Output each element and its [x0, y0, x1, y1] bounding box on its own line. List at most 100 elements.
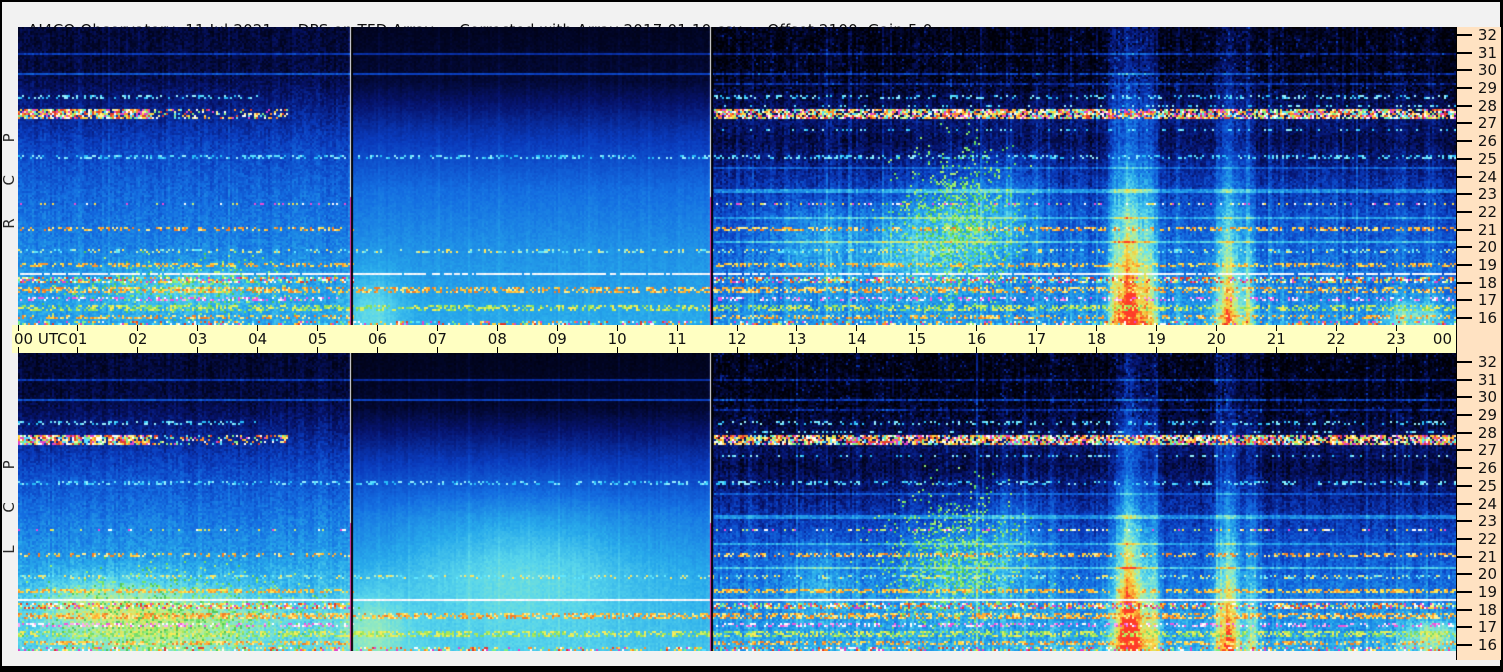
- time-tick-bottom: [916, 347, 918, 353]
- time-tick-top: [616, 325, 618, 331]
- frequency-tick: [1457, 449, 1472, 452]
- frequency-tick-label: 30: [1477, 388, 1497, 407]
- frequency-tick-label: 24: [1477, 494, 1497, 513]
- frequency-tick: [1457, 263, 1472, 266]
- time-tick-top: [496, 325, 498, 331]
- frequency-tick-label: 27: [1477, 114, 1497, 133]
- rcp-polarization-label: R C P: [0, 125, 18, 229]
- frequency-tick-label: 27: [1477, 441, 1497, 460]
- time-hour-label: 08: [487, 330, 507, 348]
- frequency-tick-label: 18: [1477, 273, 1497, 292]
- frequency-tick: [1457, 34, 1472, 36]
- frequency-tick: [1457, 590, 1472, 593]
- frequency-tick: [1457, 537, 1472, 540]
- time-tick-bottom: [1275, 347, 1277, 353]
- time-tick-bottom: [197, 347, 199, 353]
- time-tick-bottom: [77, 347, 79, 353]
- time-tick-bottom: [1036, 347, 1038, 353]
- time-tick-bottom: [137, 347, 139, 353]
- frequency-tick-label: 23: [1477, 512, 1497, 531]
- time-tick-bottom: [676, 347, 678, 353]
- time-tick-bottom: [17, 347, 19, 353]
- time-hour-label: 04: [248, 330, 268, 348]
- time-hour-label: 06: [367, 330, 388, 348]
- time-hour-label: 23: [1386, 330, 1406, 348]
- frequency-tick-label: 16: [1477, 309, 1497, 327]
- time-hour-label: 21: [1266, 330, 1286, 348]
- time-axis-band: [12, 325, 1456, 353]
- time-tick-bottom: [436, 347, 438, 353]
- frequency-tick-label: 19: [1477, 582, 1497, 601]
- time-start-label: 00 UTC: [14, 330, 68, 348]
- frequency-tick-label: 26: [1477, 132, 1497, 151]
- time-tick-top: [976, 325, 978, 331]
- frequency-tick-label: 23: [1477, 185, 1497, 204]
- time-hour-label: 18: [1086, 330, 1107, 348]
- frequency-tick: [1457, 555, 1472, 558]
- frequency-tick-label: 25: [1477, 476, 1497, 495]
- time-axis: 00 UTC 01 02 03 04 05 06 07 08 09 10 11 12 13 14 15 16 17…: [12, 325, 1500, 353]
- time-tick-top: [77, 325, 79, 331]
- time-tick-bottom: [556, 347, 558, 353]
- frequency-tick: [1457, 608, 1472, 611]
- time-tick-top: [1275, 325, 1277, 331]
- time-tick-top: [137, 325, 139, 331]
- frequency-tick: [1457, 467, 1472, 470]
- time-tick-bottom: [257, 347, 259, 353]
- time-hour-label: 09: [547, 330, 567, 348]
- time-tick-top: [1096, 325, 1097, 331]
- frequency-tick-label: 17: [1477, 291, 1497, 310]
- time-tick-bottom: [976, 347, 978, 353]
- time-tick-top: [197, 325, 199, 331]
- frequency-tick: [1457, 317, 1472, 319]
- frequency-tick: [1457, 414, 1472, 417]
- time-end-label: 00: [1432, 330, 1452, 348]
- time-hour-label: 19: [1146, 330, 1166, 348]
- time-hour-label: 07: [427, 330, 447, 348]
- time-hour-label: 10: [607, 330, 627, 348]
- frequency-tick-label: 29: [1477, 79, 1497, 98]
- time-tick-bottom: [796, 347, 798, 353]
- time-tick-top: [1395, 325, 1397, 331]
- frequency-tick-label: 26: [1477, 459, 1497, 478]
- frequency-tick: [1457, 69, 1472, 72]
- time-tick-bottom: [377, 347, 378, 353]
- time-hour-label: 12: [727, 330, 747, 348]
- time-hour-label: 22: [1326, 330, 1346, 348]
- frequency-tick-label: 30: [1477, 61, 1497, 80]
- frequency-tick: [1457, 431, 1472, 434]
- frequency-tick-label: 28: [1477, 96, 1497, 115]
- time-tick-top: [1155, 325, 1157, 331]
- frequency-tick: [1457, 299, 1472, 302]
- frequency-tick: [1457, 193, 1472, 196]
- frequency-tick-label: 22: [1477, 202, 1497, 221]
- time-hour-label: 14: [847, 330, 867, 348]
- frequency-tick: [1457, 122, 1472, 125]
- frequency-tick: [1457, 361, 1472, 363]
- time-tick-top: [1335, 325, 1337, 331]
- frequency-tick: [1457, 502, 1472, 505]
- lcp-polarization-label: L C P: [0, 452, 18, 554]
- time-tick-bottom: [1335, 347, 1337, 353]
- frequency-tick: [1457, 378, 1472, 381]
- frequency-tick-label: 29: [1477, 406, 1497, 425]
- frequency-scale: 32 31 30 29 28 27 26 25 24 23 22 21 20 19 18 17 16 32 31 30…: [1456, 26, 1501, 660]
- time-hour-label: 03: [188, 330, 208, 348]
- time-hour-label: 17: [1027, 330, 1047, 348]
- time-tick-top: [556, 325, 558, 331]
- time-hour-label: 13: [787, 330, 807, 348]
- time-hour-label: 20: [1206, 330, 1226, 348]
- time-tick-bottom: [736, 347, 738, 353]
- time-hour-label: 15: [907, 330, 927, 348]
- frequency-tick: [1457, 228, 1472, 231]
- time-tick-top: [317, 325, 319, 331]
- frequency-tick-label: 31: [1477, 43, 1497, 62]
- time-hour-label: 05: [308, 330, 328, 348]
- frequency-tick: [1457, 396, 1472, 399]
- frequency-tick-label: 31: [1477, 370, 1497, 389]
- frequency-tick-label: 32: [1477, 353, 1497, 371]
- time-tick-bottom: [496, 347, 498, 353]
- frequency-tick-label: 32: [1477, 26, 1497, 44]
